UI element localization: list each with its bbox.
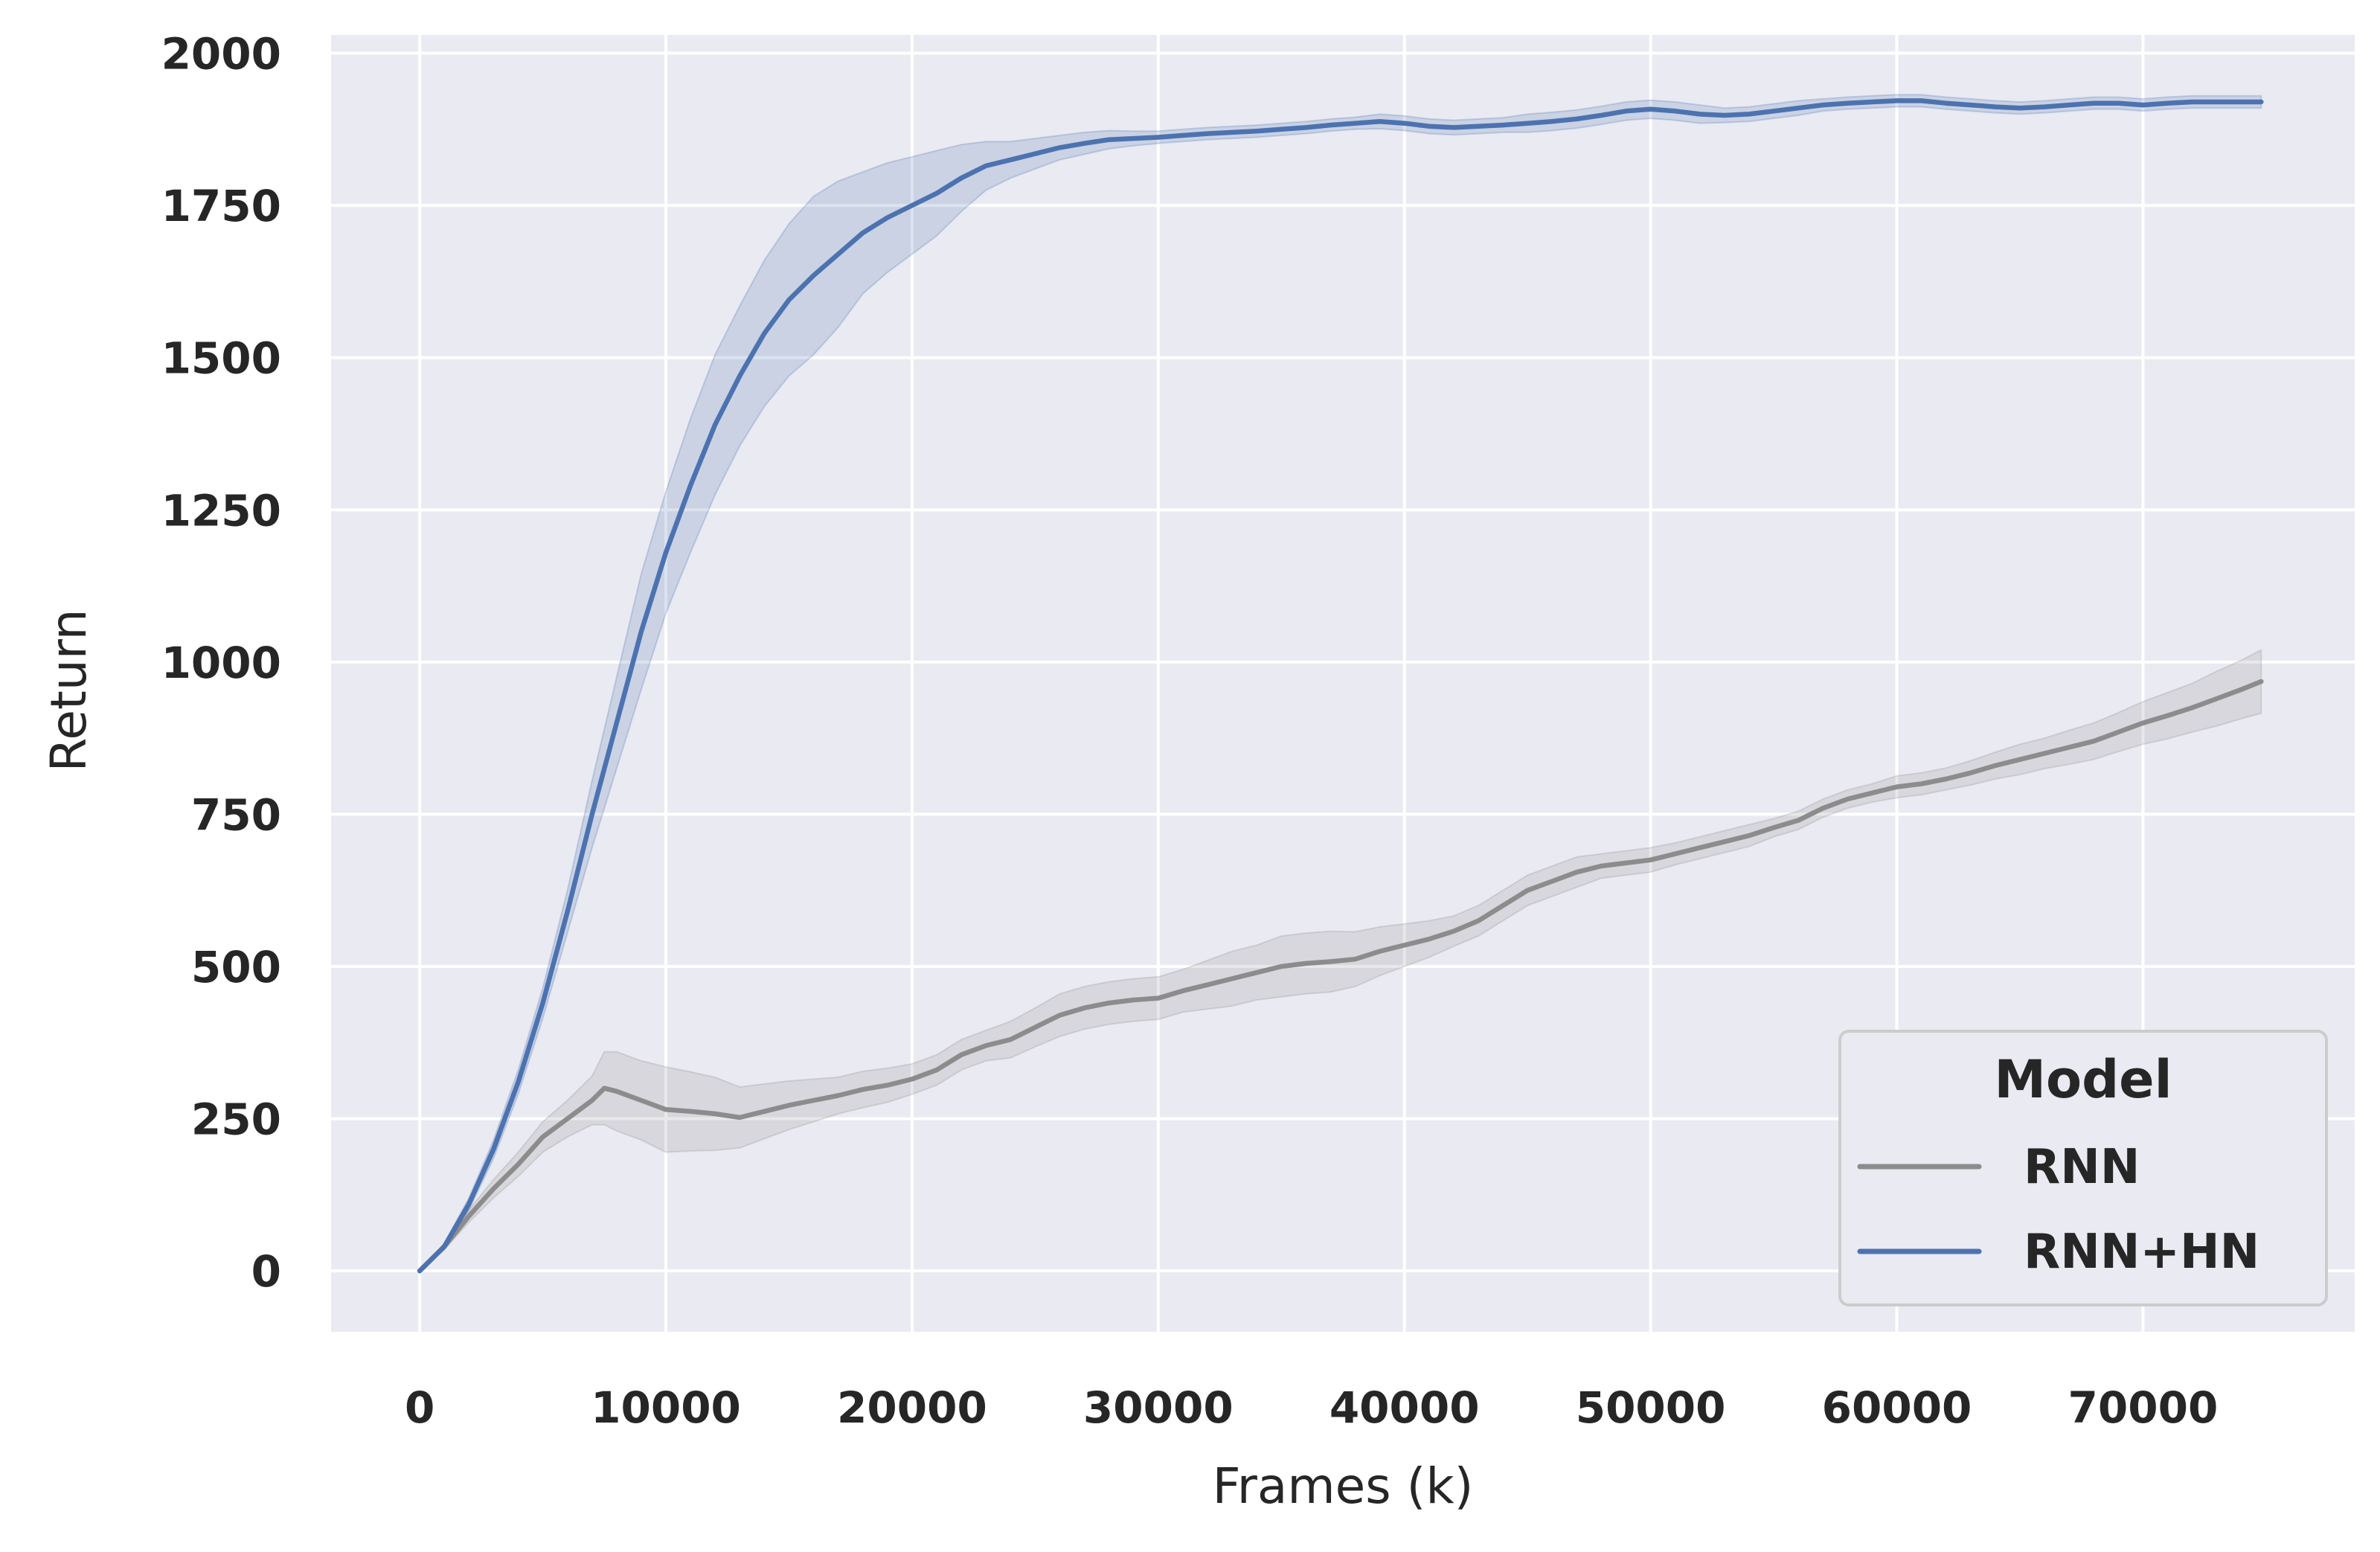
y-tick-label: 1250 (161, 485, 281, 536)
y-tick-label: 750 (191, 789, 281, 840)
x-tick-label: 70000 (2068, 1382, 2219, 1433)
y-axis-label: Return (40, 609, 97, 772)
x-tick-label: 50000 (1576, 1382, 1726, 1433)
x-tick-label: 40000 (1329, 1382, 1480, 1433)
y-tick-label: 500 (191, 942, 281, 993)
y-tick-label: 0 (251, 1246, 281, 1297)
y-tick-label: 2000 (161, 29, 281, 80)
tick-labels: 0 10000 20000 30000 40000 50000 60000 70000 0 250… (161, 29, 2219, 1433)
series-line-rnn-hn (417, 98, 2264, 1274)
x-tick-label: 30000 (1083, 1382, 1234, 1433)
x-tick-label: 20000 (837, 1382, 987, 1433)
series-lines (417, 98, 2264, 1274)
x-axis-label: Frames (k) (1213, 1458, 1474, 1515)
y-tick-label: 1750 (161, 181, 281, 231)
y-tick-label: 1000 (161, 638, 281, 688)
legend-title: Model (1994, 1049, 2172, 1110)
x-tick-label: 60000 (1822, 1382, 1972, 1433)
legend: Model RNN RNN+HN (1838, 1030, 2328, 1306)
y-tick-label: 250 (191, 1094, 281, 1145)
legend-label-rnn: RNN (2024, 1140, 2140, 1195)
x-tick-label: 10000 (591, 1382, 741, 1433)
x-tick-label: 0 (405, 1382, 434, 1433)
legend-label-rnn-hn: RNN+HN (2024, 1225, 2259, 1280)
series-line-rnn (417, 679, 2264, 1274)
y-tick-label: 1500 (161, 333, 281, 384)
legend-frame (1838, 1030, 2328, 1306)
